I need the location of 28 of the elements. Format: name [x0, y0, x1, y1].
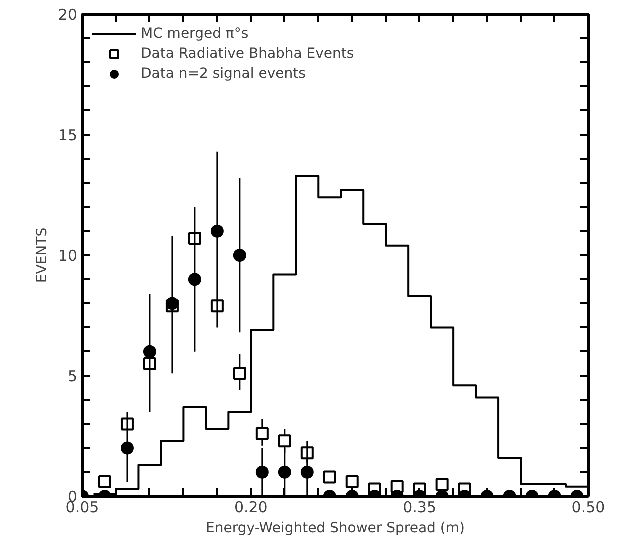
legend-label: Data Radiative Bhabha Events	[141, 46, 354, 62]
legend-label: Data n=2 signal events	[141, 66, 306, 82]
point	[278, 434, 292, 448]
y-tick-label: 15	[58, 126, 78, 144]
y-tick-label: 10	[58, 247, 78, 265]
point	[346, 476, 359, 489]
legend-label: MC merged π°s	[141, 26, 249, 42]
point	[120, 442, 134, 455]
x-axis-title: Energy-Weighted Shower Spread (m)	[206, 520, 465, 536]
point	[233, 367, 246, 380]
point	[98, 476, 112, 489]
point	[210, 224, 224, 238]
x-tick-label: 0.20	[234, 498, 268, 516]
y-axis-title: EVENTS	[34, 228, 50, 284]
point	[436, 478, 449, 491]
x-tick-label: 0.50	[572, 498, 606, 516]
x-tick-label: 0.35	[403, 498, 437, 516]
point	[256, 466, 269, 479]
point	[256, 427, 269, 440]
y-tick-label: 20	[58, 6, 78, 24]
point	[188, 273, 202, 286]
point	[323, 470, 336, 484]
point	[300, 466, 314, 479]
point	[166, 297, 179, 310]
point	[233, 249, 246, 262]
y-tick-label: 5	[68, 368, 78, 386]
point	[143, 345, 156, 358]
point	[278, 466, 292, 479]
